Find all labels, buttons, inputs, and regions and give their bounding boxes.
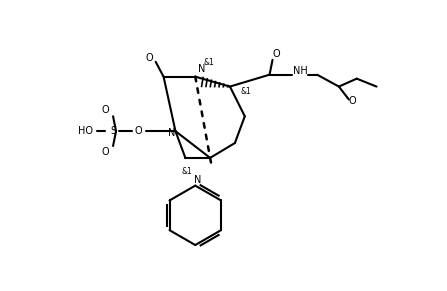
Text: &1: &1 [204, 58, 215, 67]
Text: S: S [110, 126, 116, 136]
Text: O: O [273, 49, 280, 59]
Text: HO: HO [78, 126, 93, 136]
Text: N: N [194, 175, 201, 185]
Text: NH: NH [293, 66, 308, 76]
Text: O: O [101, 147, 109, 157]
Text: &1: &1 [240, 87, 251, 96]
Text: O: O [101, 105, 109, 115]
Text: N: N [198, 64, 205, 74]
Text: O: O [146, 53, 153, 63]
Text: O: O [134, 126, 142, 136]
Text: &1: &1 [182, 167, 193, 176]
Text: O: O [349, 96, 357, 107]
Text: N: N [168, 128, 175, 138]
